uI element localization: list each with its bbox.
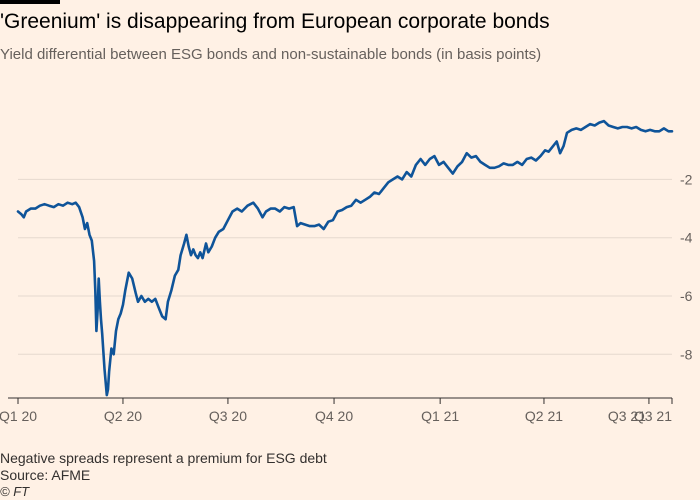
brand-bar <box>0 0 60 4</box>
series-line <box>16 119 674 397</box>
x-tick-label: Q3 20 <box>209 408 247 424</box>
x-tick-label: Q2 20 <box>104 408 142 424</box>
chart-source: Source: AFME <box>0 467 91 483</box>
y-tick-label: -6 <box>680 288 693 304</box>
y-tick-label: -8 <box>680 346 693 362</box>
x-tick-label: Q1 20 <box>0 408 37 424</box>
x-tick-label: Q3 21 <box>608 408 646 424</box>
chart-title: 'Greenium' is disappearing from European… <box>0 10 550 33</box>
x-tick-label: Q1 21 <box>421 408 459 424</box>
x-tick-label: Q3 21 <box>634 408 672 424</box>
gridlines <box>18 178 672 355</box>
x-tick-label: Q2 21 <box>525 408 563 424</box>
series-layer <box>16 119 674 397</box>
chart-subtitle: Yield differential between ESG bonds and… <box>0 46 542 63</box>
chart-note: Negative spreads represent a premium for… <box>0 450 327 466</box>
y-tick-label: -2 <box>680 171 693 187</box>
copyright: © FT <box>0 484 30 499</box>
y-axis: -2 -4 -6 -8 <box>680 171 693 362</box>
y-tick-label: -4 <box>680 230 693 246</box>
x-tick-label: Q4 20 <box>315 408 353 424</box>
